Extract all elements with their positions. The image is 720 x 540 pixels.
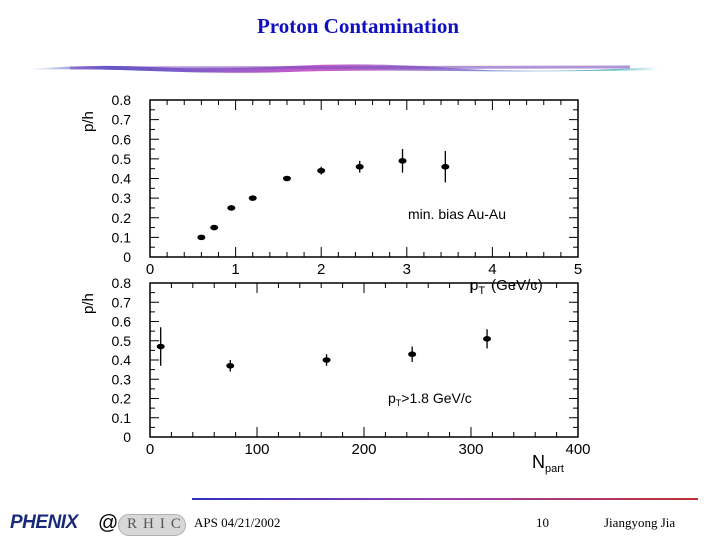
data-point	[355, 163, 364, 170]
y-tick-label: 0.5	[112, 333, 132, 349]
y-tick-label: 0.6	[112, 131, 132, 147]
y-tick-label: 0.6	[112, 314, 132, 330]
x-tick-label: 0	[146, 261, 154, 278]
y-axis-label: p/h	[80, 293, 97, 314]
y-tick-label: 0.8	[112, 92, 132, 108]
y-tick-label: 0	[123, 429, 131, 445]
y-tick-label: 0.8	[112, 275, 132, 291]
data-point	[322, 357, 331, 363]
footer-author: Jiangyong Jia	[604, 515, 676, 530]
x-tick-label: 1	[231, 261, 239, 278]
y-tick-label: 0.7	[112, 112, 132, 128]
rhic-logo-text: RHIC	[127, 516, 187, 532]
y-axis-label: p/h	[80, 111, 97, 132]
x-tick-label: 400	[565, 441, 590, 458]
rhic-logo: RHIC	[118, 514, 186, 536]
plot-frame	[149, 282, 579, 438]
x-tick-label: 3	[403, 261, 411, 278]
plot-frame	[149, 99, 579, 258]
data-point	[282, 175, 291, 182]
data-point	[156, 343, 165, 350]
footer-page-number: 10	[536, 515, 549, 530]
y-tick-label: 0	[123, 249, 131, 265]
data-point	[398, 158, 407, 164]
x-tick-label: 200	[351, 441, 376, 458]
data-point	[226, 362, 235, 369]
y-tick-label: 0.2	[112, 210, 132, 226]
x-tick-label: 300	[458, 441, 483, 458]
y-tick-label: 0.4	[112, 171, 132, 187]
data-point	[483, 336, 492, 342]
logo-at-sign: @	[98, 512, 119, 534]
data-point	[408, 351, 417, 358]
data-point	[441, 163, 450, 170]
phenix-logo: PHENIX	[10, 512, 78, 533]
pt-panel: 0 0.1 0.2 0.3 0.4 0.5 0.6 0.7 0.8 0 1 2 3 4 5 p/h pT (GeV…	[80, 92, 582, 297]
y-tick-label: 0.1	[112, 229, 132, 245]
slide-title: Proton Contamination	[256, 14, 460, 38]
title-underline-bar	[30, 64, 658, 73]
y-tick-label: 0.3	[112, 371, 132, 387]
data-point	[248, 195, 257, 201]
x-tick-label: 5	[574, 261, 582, 278]
x-tick-label: 0	[146, 441, 154, 458]
data-point	[317, 167, 326, 174]
y-tick-label: 0.4	[112, 352, 132, 368]
y-tick-label: 0.5	[112, 151, 132, 167]
data-point	[197, 234, 206, 241]
data-point	[210, 224, 219, 231]
data-point	[227, 205, 236, 211]
x-tick-label: 4	[488, 261, 496, 278]
footer-date: APS 04/21/2002	[194, 515, 281, 530]
y-tick-label: 0.1	[112, 410, 132, 426]
x-tick-label: 2	[317, 261, 325, 278]
y-tick-label: 0.2	[112, 391, 132, 407]
annotation-label: min. bias Au-Au	[408, 206, 506, 222]
y-tick-label: 0.3	[112, 190, 132, 206]
npart-panel: 0 0.1 0.2 0.3 0.4 0.5 0.6 0.7 0.8 0 100 200 300 400 p/…	[80, 275, 591, 475]
y-tick-label: 0.7	[112, 294, 132, 310]
x-tick-label: 100	[244, 441, 269, 458]
x-axis-label: pT (GeV/c)	[470, 277, 543, 297]
footer-divider	[192, 498, 698, 500]
annotation-label: pT>1.8 GeV/c	[388, 390, 472, 408]
x-axis-label: Npart	[532, 452, 564, 475]
